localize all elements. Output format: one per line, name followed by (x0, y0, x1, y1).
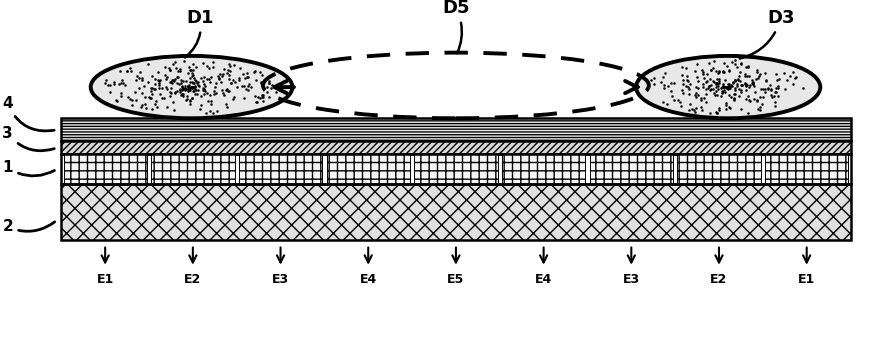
Ellipse shape (90, 56, 292, 118)
Text: E3: E3 (272, 273, 289, 286)
Bar (677, 155, 760, 184)
Bar (589, 155, 672, 184)
Text: D3: D3 (739, 9, 794, 58)
Bar (64, 155, 147, 184)
Text: E4: E4 (359, 273, 377, 286)
Text: E2: E2 (184, 273, 201, 286)
Bar (61, 184, 850, 240)
Bar (151, 155, 234, 184)
Text: 1: 1 (3, 161, 54, 176)
Bar (61, 141, 850, 155)
Text: E1: E1 (97, 273, 113, 286)
Text: D5: D5 (442, 0, 470, 53)
Bar (764, 155, 847, 184)
Bar (61, 155, 850, 184)
Bar (238, 155, 322, 184)
Text: E2: E2 (710, 273, 727, 286)
Text: 3: 3 (3, 126, 54, 151)
Ellipse shape (635, 56, 820, 118)
Text: 2: 2 (3, 219, 55, 234)
Bar (414, 155, 497, 184)
Bar (501, 155, 585, 184)
Text: D1: D1 (185, 9, 214, 57)
Text: E5: E5 (447, 273, 464, 286)
Text: E3: E3 (622, 273, 639, 286)
Text: E4: E4 (534, 273, 552, 286)
Text: 4: 4 (3, 96, 54, 131)
Bar (326, 155, 409, 184)
Text: E1: E1 (797, 273, 814, 286)
Bar (61, 118, 850, 141)
